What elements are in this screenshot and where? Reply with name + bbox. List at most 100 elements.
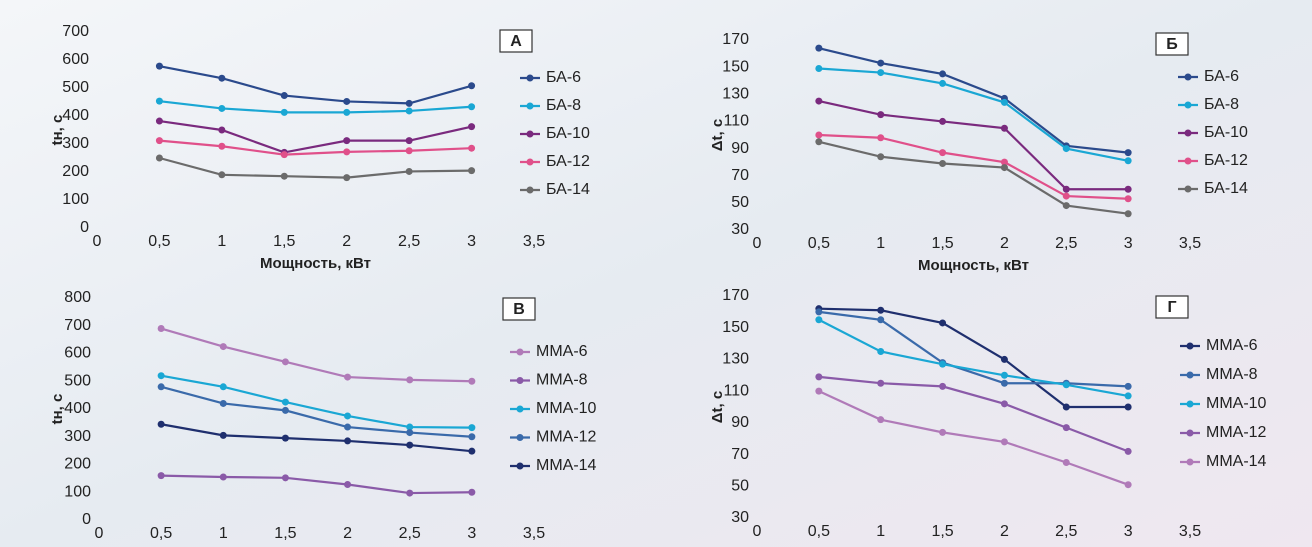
legend-label: БА-8 — [1204, 96, 1239, 113]
data-point — [406, 429, 413, 436]
y-tick-label: 200 — [62, 163, 89, 180]
y-tick-label: 110 — [723, 113, 749, 130]
x-tick-label: 0 — [95, 525, 104, 542]
legend-label: БА-8 — [546, 97, 581, 114]
y-tick-label: 70 — [731, 167, 749, 184]
data-point — [468, 448, 475, 455]
data-point — [344, 412, 351, 419]
data-point — [877, 153, 884, 160]
data-point — [815, 138, 822, 145]
legend-marker — [1187, 372, 1194, 379]
legend-label: БА-14 — [546, 181, 590, 198]
background — [0, 0, 1312, 547]
legend-label: ММА-10 — [1206, 395, 1267, 412]
y-tick-label: 90 — [731, 414, 749, 431]
data-point — [468, 145, 475, 152]
data-point — [158, 372, 165, 379]
y-tick-label: 150 — [722, 319, 749, 336]
data-point — [282, 435, 289, 442]
data-point — [1001, 164, 1008, 171]
x-tick-label: 2,5 — [399, 525, 421, 542]
x-tick-label: 0 — [93, 233, 102, 250]
data-point — [939, 80, 946, 87]
y-tick-label: 50 — [731, 194, 749, 211]
legend-label: БА-14 — [1204, 180, 1248, 197]
y-tick-label: 400 — [62, 107, 89, 124]
y-tick-label: 0 — [82, 511, 91, 528]
x-tick-label: 2,5 — [398, 233, 420, 250]
data-point — [1001, 438, 1008, 445]
data-point — [406, 376, 413, 383]
y-tick-label: 800 — [64, 289, 91, 306]
data-point — [1001, 125, 1008, 132]
data-point — [406, 442, 413, 449]
y-tick-label: 300 — [62, 135, 89, 152]
data-point — [156, 63, 163, 70]
data-point — [281, 92, 288, 99]
data-point — [1063, 186, 1070, 193]
legend-label: ММА-12 — [1206, 424, 1267, 441]
data-point — [281, 173, 288, 180]
data-point — [468, 433, 475, 440]
data-point — [218, 143, 225, 150]
x-tick-label: 3 — [1124, 523, 1133, 540]
data-point — [220, 432, 227, 439]
legend-marker — [1187, 430, 1194, 437]
y-tick-label: 130 — [722, 86, 749, 103]
data-point — [815, 65, 822, 72]
y-tick-label: 500 — [62, 79, 89, 96]
y-tick-label: 100 — [64, 483, 91, 500]
panel-label: Г — [1167, 299, 1176, 316]
data-point — [939, 361, 946, 368]
data-point — [156, 98, 163, 105]
x-tick-label: 0,5 — [148, 233, 170, 250]
data-point — [220, 400, 227, 407]
data-point — [1125, 383, 1132, 390]
x-tick-label: 1,5 — [273, 233, 295, 250]
y-tick-label: 700 — [64, 317, 91, 334]
y-tick-label: 30 — [731, 221, 749, 238]
data-point — [343, 148, 350, 155]
x-tick-label: 1,5 — [931, 523, 953, 540]
y-axis-title: tн, с — [49, 115, 66, 146]
data-point — [1063, 459, 1070, 466]
data-point — [1001, 380, 1008, 387]
data-point — [158, 472, 165, 479]
data-point — [877, 60, 884, 67]
legend-marker — [1187, 343, 1194, 350]
x-tick-label: 2 — [343, 525, 352, 542]
data-point — [1125, 195, 1132, 202]
data-point — [1063, 424, 1070, 431]
data-point — [1125, 149, 1132, 156]
legend-label: БА-12 — [546, 153, 590, 170]
data-point — [343, 174, 350, 181]
data-point — [1001, 99, 1008, 106]
y-axis-title: tн, с — [49, 394, 66, 425]
data-point — [220, 473, 227, 480]
data-point — [343, 137, 350, 144]
data-point — [877, 348, 884, 355]
data-point — [877, 307, 884, 314]
x-tick-label: 0,5 — [808, 235, 830, 252]
data-point — [468, 378, 475, 385]
data-point — [218, 171, 225, 178]
data-point — [1125, 186, 1132, 193]
data-point — [939, 383, 946, 390]
data-point — [939, 160, 946, 167]
data-point — [282, 399, 289, 406]
data-point — [939, 319, 946, 326]
x-tick-label: 2,5 — [1055, 523, 1077, 540]
x-tick-label: 0,5 — [150, 525, 172, 542]
data-point — [406, 490, 413, 497]
legend-marker — [1187, 459, 1194, 466]
legend-label: ММА-10 — [536, 400, 597, 417]
legend-label: ММА-8 — [536, 372, 588, 389]
legend-label: ММА-12 — [536, 429, 597, 446]
data-point — [815, 388, 822, 395]
data-point — [1125, 481, 1132, 488]
data-point — [406, 100, 413, 107]
legend-label: ММА-14 — [536, 457, 597, 474]
panel-label: А — [510, 33, 522, 50]
y-tick-label: 70 — [731, 446, 749, 463]
data-point — [344, 424, 351, 431]
